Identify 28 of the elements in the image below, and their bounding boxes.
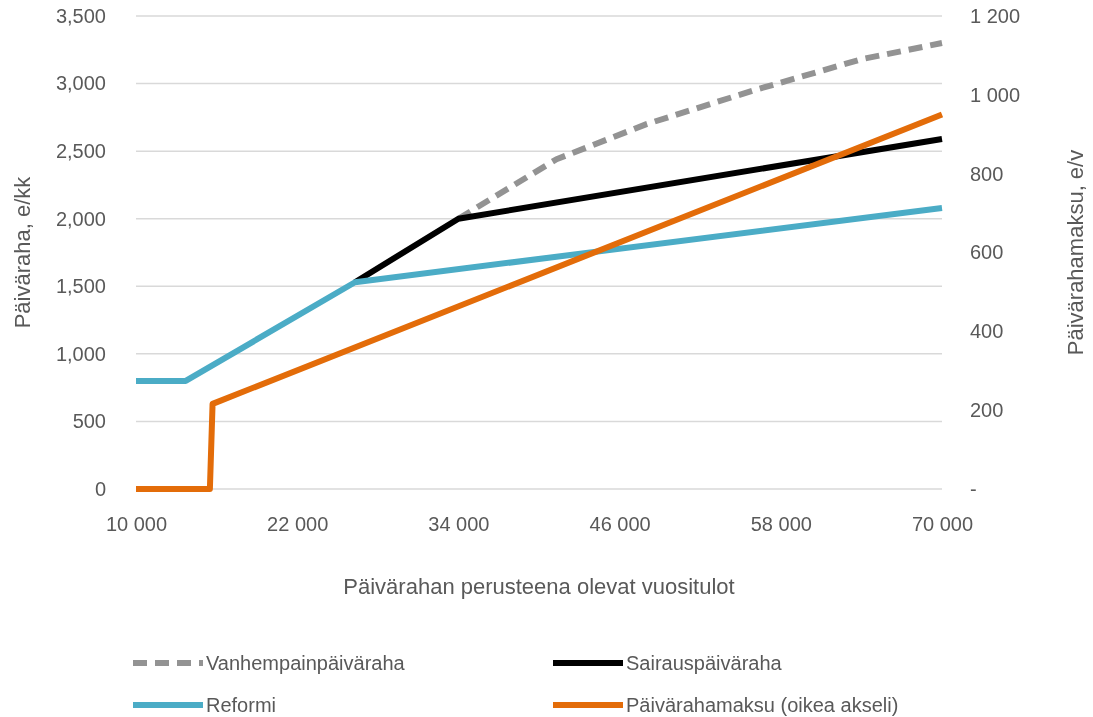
- y2-tick-label: 400: [970, 320, 1004, 343]
- legend-label: Sairauspäiväraha: [626, 652, 783, 674]
- legend-label: Vanhempainpäiväraha: [206, 652, 406, 674]
- y-tick-label: 1,500: [55, 275, 106, 298]
- y-tick-label: 0: [94, 477, 106, 500]
- y-tick-label: 3,000: [55, 72, 106, 95]
- x-tick-label: 46 000: [589, 513, 651, 536]
- y2-tick-label: 200: [970, 399, 1004, 422]
- y-tick-label: 500: [72, 410, 106, 433]
- x-tick-label: 70 000: [911, 513, 974, 536]
- x-axis-title: Päivärahan perusteena olevat vuositulot: [343, 574, 735, 599]
- y-tick-label: 2,500: [55, 140, 106, 163]
- y2-tick-label: -: [970, 477, 977, 500]
- y2-tick-label: 1 200: [970, 4, 1021, 27]
- y-axis-title: Päiväraha, e/kk: [10, 175, 35, 329]
- x-tick-label: 10 000: [105, 513, 168, 536]
- x-tick-label: 34 000: [428, 513, 490, 536]
- y2-tick-label: 800: [970, 162, 1004, 185]
- x-tick-label: 22 000: [267, 513, 329, 536]
- x-tick-label: 58 000: [750, 513, 812, 536]
- legend-label: Päivärahamaksu (oikea akseli): [626, 694, 899, 716]
- legend-label: Reformi: [206, 694, 277, 716]
- y-tick-label: 1,000: [55, 342, 106, 365]
- y-tick-label: 3,500: [55, 4, 106, 27]
- y-tick-label: 2,000: [55, 207, 106, 230]
- y2-axis-title: Päivärahamaksu, e/v: [1063, 149, 1088, 356]
- y2-tick-label: 600: [970, 241, 1004, 264]
- y2-tick-label: 1 000: [970, 83, 1021, 106]
